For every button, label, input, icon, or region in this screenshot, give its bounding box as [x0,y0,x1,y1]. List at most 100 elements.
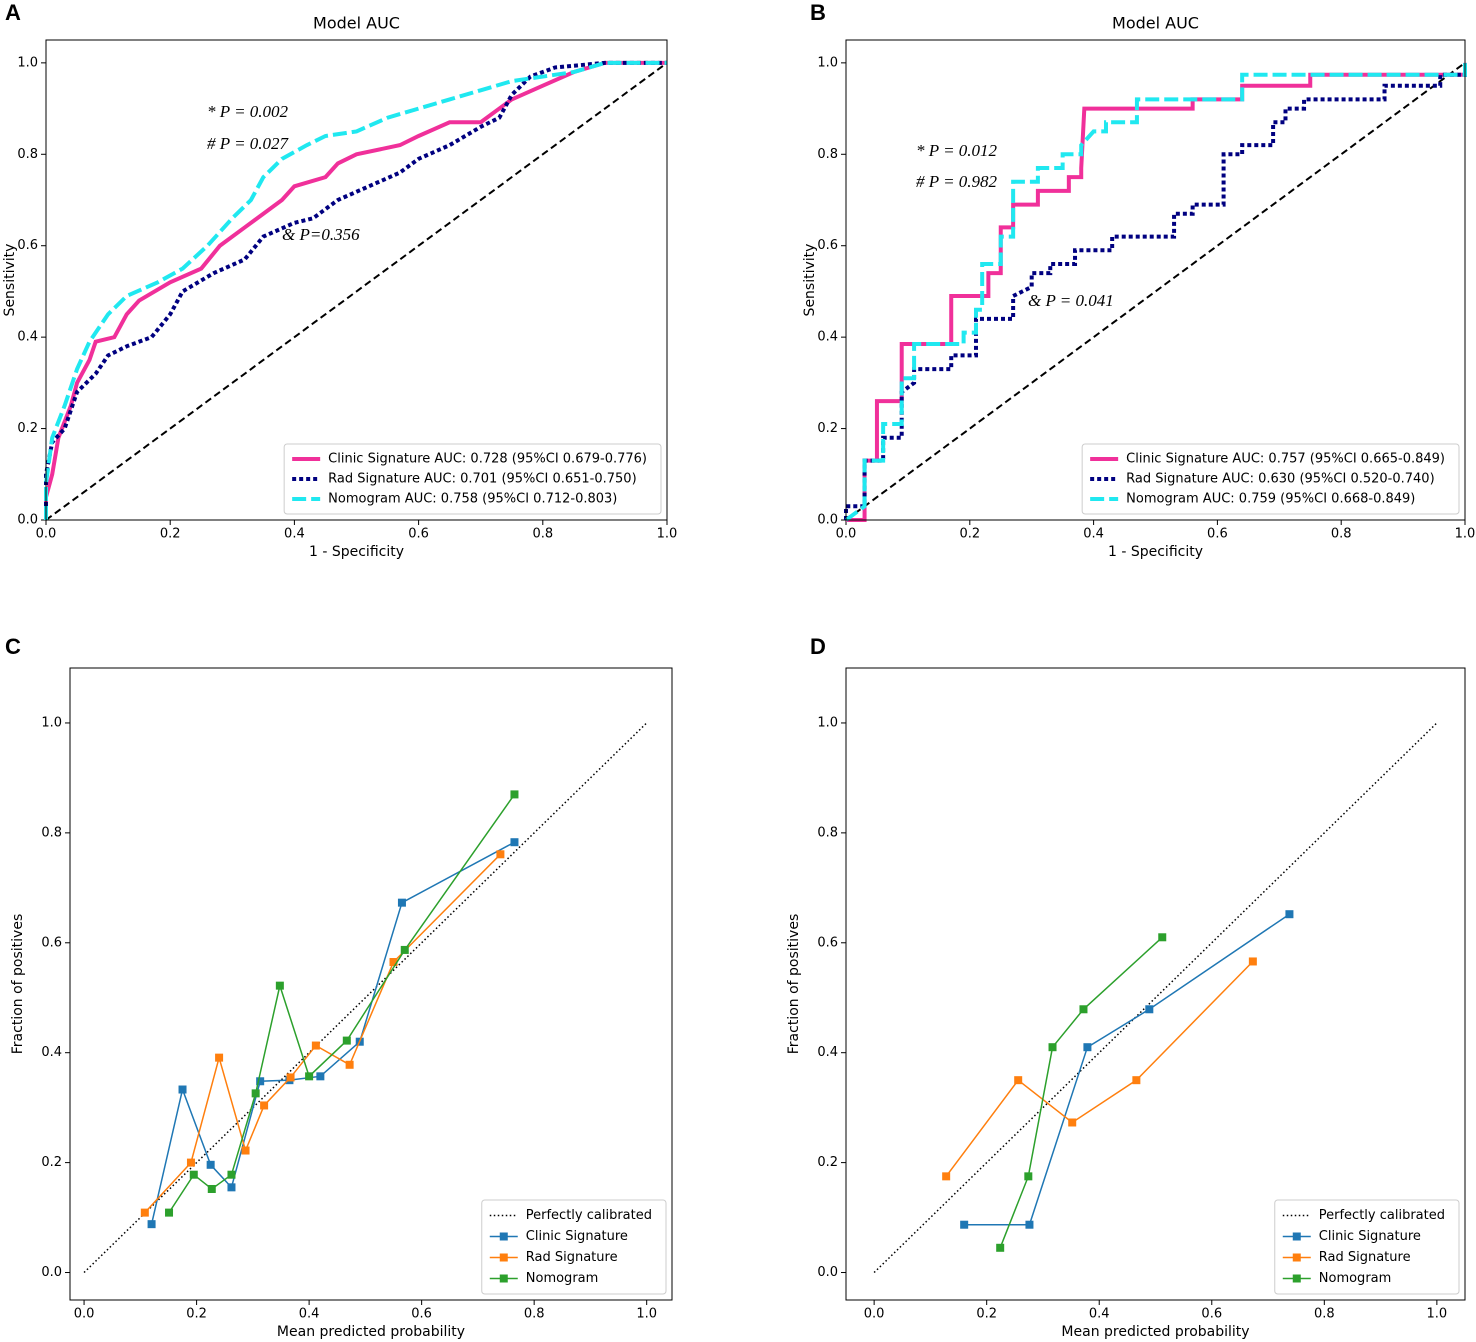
y-tick-label: 1.0 [17,55,38,70]
legend-marker [1292,1274,1301,1283]
point-marker [510,838,519,847]
x-tick-label: 0.4 [1089,1307,1110,1322]
x-tick-label: 0.0 [836,527,857,542]
series-line [964,913,1290,1226]
y-tick-label: 0.0 [817,1265,838,1280]
point-marker [400,945,409,954]
point-marker [178,1085,187,1094]
y-tick-label: 0.0 [817,513,838,528]
x-tick-label: 0.8 [532,527,553,542]
point-marker [286,1073,295,1082]
legend: Perfectly calibrated Clinic Signature Rad … [1274,1199,1460,1295]
legend-label: Rad Signature AUC: 0.701 (95%CI 0.651-0.… [328,472,637,487]
legend-marker [1292,1253,1301,1262]
point-marker [389,958,398,967]
x-tick-label: 0.6 [1201,1307,1222,1322]
point-marker [345,1060,354,1069]
x-tick-label: 0.4 [284,527,305,542]
annotation: & P=0.356 [282,225,360,244]
panel-label: A [5,0,21,25]
legend-label: Nomogram [1319,1271,1392,1286]
panel-label: C [5,634,21,659]
legend-label: Clinic Signature [1319,1229,1421,1244]
legend-marker [499,1232,508,1241]
point-marker [241,1146,250,1155]
x-tick-label: 0.2 [959,527,980,542]
plot-frame [845,667,1466,1301]
y-axis-label: Sensitivity [2,244,18,317]
y-tick-label: 0.8 [817,825,838,840]
x-tick-label: 0.4 [299,1307,320,1322]
y-tick-label: 0.8 [41,825,62,840]
y-tick-label: 0.6 [817,935,838,950]
point-marker [189,1170,198,1179]
point-marker [1285,910,1294,919]
legend-label: Perfectly calibrated [526,1208,652,1223]
x-tick-label: 1.0 [1455,527,1476,542]
point-marker [260,1101,269,1110]
x-tick-label: 0.8 [524,1307,545,1322]
legend-frame [283,443,662,515]
legend-frame [1274,1199,1460,1295]
y-tick-label: 0.6 [17,238,38,253]
chart-title: Model AUC [313,14,400,33]
y-tick-label: 0.2 [817,1155,838,1170]
series-line [844,62,1467,520]
series-line [44,60,667,520]
point-marker [1132,1076,1141,1085]
point-marker [1024,1172,1033,1181]
point-marker [227,1170,236,1179]
x-tick-label: 0.6 [1207,527,1228,542]
legend: Clinic Signature AUC: 0.757 (95%CI 0.665… [1081,443,1460,515]
point-marker [186,1158,195,1167]
legend-label: Rad Signature [1319,1250,1411,1265]
series-line [144,853,501,1214]
point-marker [227,1183,236,1192]
point-marker [942,1172,951,1181]
reference-line [83,722,648,1274]
point-marker [397,898,406,907]
point-marker [207,1184,216,1193]
point-marker [165,1208,174,1217]
point-marker [510,790,519,799]
point-marker [996,1243,1005,1252]
y-tick-label: 0.6 [41,935,62,950]
legend-marker [499,1253,508,1262]
point-marker [256,1077,265,1086]
series-line [999,936,1163,1249]
reference-line [845,62,1466,521]
annotation: * P = 0.002 [207,102,289,121]
x-tick-label: 0.2 [186,1307,207,1322]
annotation: # P = 0.027 [207,134,290,153]
y-tick-label: 0.0 [17,513,38,528]
point-marker [1158,933,1167,942]
y-tick-label: 0.8 [17,147,38,162]
x-axis-label: 1 - Specificity [1108,544,1203,560]
annotation: & P = 0.041 [1028,291,1114,310]
panel: D Mean predicted probability Fraction of p… [786,634,1466,1340]
y-tick-label: 0.4 [17,330,38,345]
point-marker [1014,1076,1023,1085]
series-line [844,62,1467,522]
annotation: # P = 0.982 [916,172,998,191]
panel-label: D [810,634,826,659]
point-marker [275,981,284,990]
legend-label: Perfectly calibrated [1319,1208,1445,1223]
point-marker [1025,1220,1034,1229]
point-marker [1068,1118,1077,1127]
point-marker [1248,957,1257,966]
plot-frame [69,667,673,1301]
x-tick-label: 0.8 [1314,1307,1335,1322]
legend-label: Nomogram AUC: 0.758 (95%CI 0.712-0.803) [328,492,617,507]
x-tick-label: 0.6 [411,1307,432,1322]
y-tick-label: 0.8 [817,147,838,162]
plot-frame [45,39,668,521]
y-tick-label: 0.2 [817,421,838,436]
point-marker [342,1036,351,1045]
reference-line [45,62,668,521]
x-axis-label: Mean predicted probability [1061,1324,1249,1340]
x-tick-label: 0.2 [976,1307,997,1322]
y-tick-label: 1.0 [817,55,838,70]
legend: Perfectly calibrated Clinic Signature Rad … [481,1199,667,1295]
